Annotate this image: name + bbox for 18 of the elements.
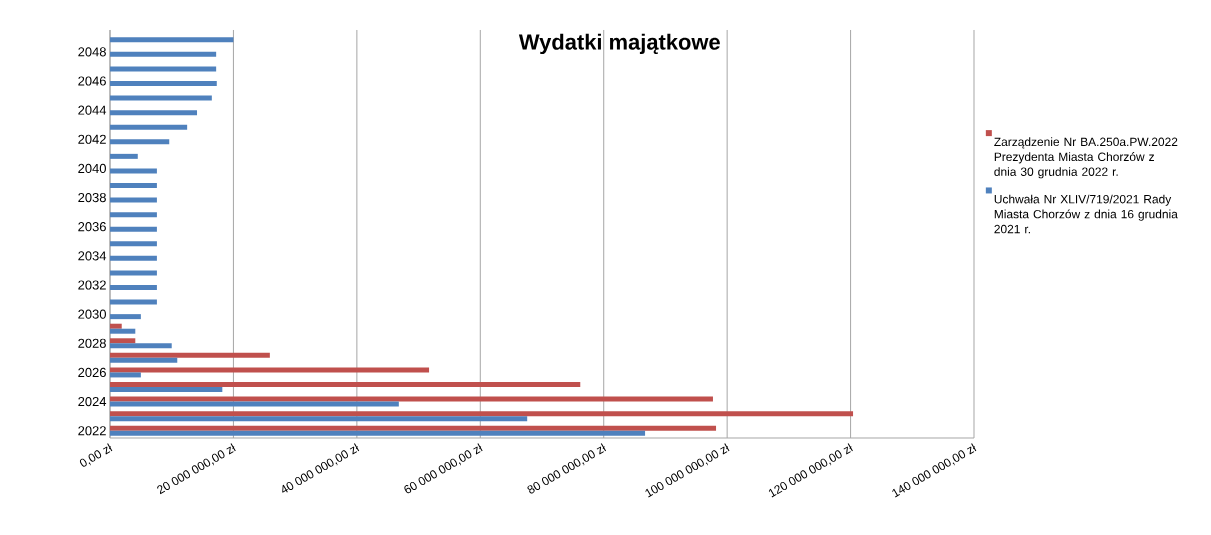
y-tick-label: 2040: [78, 163, 106, 174]
y-tick-label: 2024: [78, 396, 107, 407]
y-tick-label: 2038: [78, 192, 106, 203]
y-tick-label: 2046: [78, 76, 106, 86]
y-tick-label: 2034: [78, 251, 107, 261]
y-tick-label: 2042: [78, 134, 106, 144]
legend-label: Uchwała Nr XLIV/719/2021 Rady Miasta Chorzów z dnia 16 grudnia 2021 r.: [994, 194, 1178, 234]
y-tick-label: 2030: [78, 309, 106, 319]
y-tick-label: 2036: [78, 222, 106, 232]
chart-title: Wydatki majątkowe: [518, 33, 720, 55]
legend-label: Zarządzenie Nr BA.250a.PW.2022 Prezydenta Miasta Chorzów z dnia 30 grudnia 2022 r.: [994, 137, 1178, 179]
y-tick-label: 2026: [78, 367, 106, 378]
y-tick-label: 2022: [78, 426, 106, 436]
y-tick-label: 2044: [78, 105, 107, 115]
y-tick-label: 2028: [78, 338, 106, 348]
y-tick-label: 2032: [78, 280, 106, 290]
x-tick-label: 0,00 zł: [79, 443, 113, 467]
y-tick-label: 2048: [78, 47, 106, 57]
